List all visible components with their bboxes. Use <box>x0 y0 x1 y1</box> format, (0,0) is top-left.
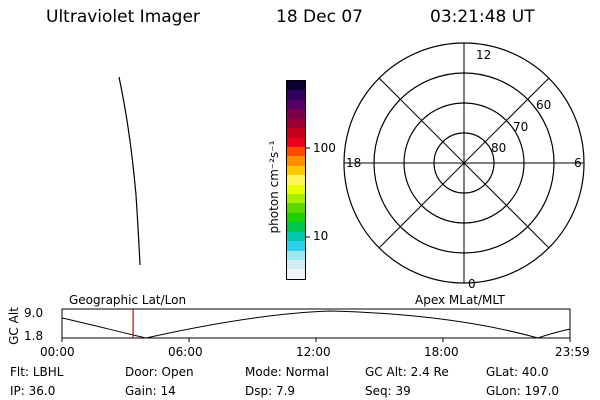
lat-label-80: 80 <box>491 141 507 155</box>
xtick-2359: 23:59 <box>555 345 590 359</box>
colorbar-segment <box>287 260 305 270</box>
colorbar-tick-10: 10 <box>313 229 329 243</box>
mlt-label-6: 6 <box>574 156 582 170</box>
colorbar-segment <box>287 175 305 185</box>
xtick-1200: 12:00 <box>296 345 331 359</box>
header-time: 03:21:48 UT <box>430 7 535 27</box>
colorbar-segment <box>287 241 305 251</box>
status-flt: Flt: LBHL <box>10 365 64 379</box>
status-gcalt-value: 2.4 Re <box>410 365 449 379</box>
xtick-0600: 06:00 <box>168 345 203 359</box>
status-door: Door: Open <box>125 365 194 379</box>
status-dsp-value: 7.9 <box>275 384 296 398</box>
colorbar-segment <box>287 222 305 232</box>
status-glat-value: 40.0 <box>521 365 549 379</box>
status-seq: Seq: 39 <box>365 384 411 398</box>
colorbar-segment <box>287 146 305 157</box>
status-glat: GLat: 40.0 <box>486 365 549 379</box>
colorbar-segment <box>287 194 305 204</box>
colorbar-segment <box>287 81 305 91</box>
header-date: 18 Dec 07 <box>276 7 363 27</box>
status-mode-value: Normal <box>285 365 329 379</box>
colorbar-tick-100: 100 <box>313 141 336 155</box>
alt-xticks <box>61 338 571 342</box>
status-mode: Mode: Normal <box>245 365 329 379</box>
colorbar-segment <box>287 184 305 195</box>
status-gcalt: GC Alt: 2.4 Re <box>365 365 449 379</box>
colorbar-segment <box>287 165 305 176</box>
status-ip-value: 36.0 <box>28 384 56 398</box>
status-flt-value: LBHL <box>32 365 64 379</box>
status-ip: IP: 36.0 <box>10 384 56 398</box>
colorbar-segment <box>287 269 305 279</box>
colorbar-segment <box>287 109 305 119</box>
lat-label-70: 70 <box>513 120 529 134</box>
mlt-label-12: 12 <box>476 48 492 62</box>
xtick-0000: 00:00 <box>40 345 75 359</box>
alt-right-title: Apex MLat/MLT <box>415 293 505 307</box>
lat-label-60: 60 <box>536 98 552 112</box>
colorbar-segment <box>287 156 305 166</box>
colorbar-segment <box>287 90 305 100</box>
colorbar-segment <box>287 231 305 242</box>
colorbar-segment <box>287 212 305 223</box>
colorbar-segment <box>287 99 305 110</box>
mlt-label-18: 18 <box>346 156 362 170</box>
altitude-curve <box>61 310 571 339</box>
status-gain: Gain: 14 <box>125 384 176 398</box>
status-gain-value: 14 <box>160 384 176 398</box>
alt-left-title: Geographic Lat/Lon <box>69 293 187 307</box>
colorbar <box>286 80 306 280</box>
status-seq-value: 39 <box>395 384 411 398</box>
colorbar-segment <box>287 118 305 129</box>
colorbar-segment <box>287 137 305 147</box>
status-door-value: Open <box>161 365 194 379</box>
mlt-label-0: 0 <box>468 277 476 291</box>
xtick-1800: 18:00 <box>424 345 459 359</box>
status-glon: GLon: 197.0 <box>486 384 559 398</box>
status-dsp: Dsp: 7.9 <box>245 384 296 398</box>
instrument-title: Ultraviolet Imager <box>46 7 200 27</box>
colorbar-segment <box>287 128 305 138</box>
colorbar-segment <box>287 203 305 213</box>
alt-ymin: 1.8 <box>24 329 44 343</box>
status-glon-value: 197.0 <box>524 384 559 398</box>
alt-ymax: 9.0 <box>24 306 44 320</box>
colorbar-segment <box>287 250 305 261</box>
